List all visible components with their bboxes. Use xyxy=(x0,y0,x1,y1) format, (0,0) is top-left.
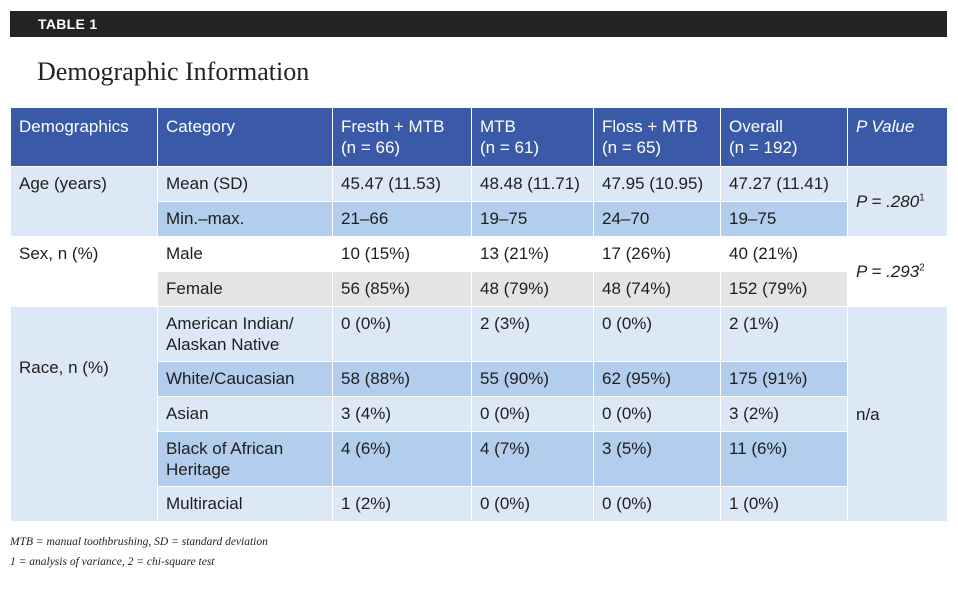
footnote-tests: 1 = analysis of variance, 2 = chi-square… xyxy=(10,556,215,568)
value-cell: 4 (6%) xyxy=(332,431,472,487)
value-cell: 10 (15%) xyxy=(332,236,472,272)
value-cell: 4 (7%) xyxy=(471,431,594,487)
table-row: Female 56 (85%) 48 (79%) 48 (74%) 152 (7… xyxy=(11,271,948,307)
header-cell: Fresth + MTB (n = 66) xyxy=(332,107,472,167)
value-cell: 48 (79%) xyxy=(471,271,594,307)
table-row: Sex, n (%) Male 10 (15%) 13 (21%) 17 (26… xyxy=(10,236,948,307)
value-cell: 175 (91%) xyxy=(720,361,848,397)
value-cell: 62 (95%) xyxy=(593,361,721,397)
value-cell: 1 (2%) xyxy=(332,486,472,522)
value-cell: 55 (90%) xyxy=(471,361,594,397)
pvalue-age: P = .2801 xyxy=(847,166,948,237)
table-row: Min.–max. 21–66 19–75 24–70 19–75 xyxy=(11,201,948,237)
category-cell: American Indian/Alaskan Native xyxy=(157,306,333,362)
category-cell: Min.–max. xyxy=(157,201,333,237)
value-cell: 19–75 xyxy=(720,201,848,237)
value-cell: 152 (79%) xyxy=(720,271,848,307)
value-cell: 56 (85%) xyxy=(332,271,472,307)
demographics-table: Demographics Category Fresth + MTB (n = 6… xyxy=(10,107,948,522)
table-title: Demographic Information xyxy=(37,57,310,86)
value-cell: 0 (0%) xyxy=(593,396,721,432)
header-row: Demographics Category Fresth + MTB (n = 6… xyxy=(10,107,948,167)
value-cell: 48.48 (11.71) xyxy=(471,166,594,202)
header-cell: Demographics xyxy=(10,107,158,167)
table-row: Race, n (%) American Indian/Alaskan Nati… xyxy=(10,306,948,522)
value-cell: 0 (0%) xyxy=(332,306,472,362)
value-cell: 47.27 (11.41) xyxy=(720,166,848,202)
table-row: Asian 3 (4%) 0 (0%) 0 (0%) 3 (2%) xyxy=(11,396,948,432)
table-row: Age (years) Mean (SD) 45.47 (11.53) 48.4… xyxy=(10,166,948,237)
demographic-race: Race, n (%) xyxy=(10,306,158,522)
value-cell: 40 (21%) xyxy=(720,236,848,272)
pvalue-sex: P = .2932 xyxy=(847,236,948,307)
category-cell: Asian xyxy=(157,396,333,432)
value-cell: 1 (0%) xyxy=(720,486,848,522)
value-cell: 0 (0%) xyxy=(593,486,721,522)
category-cell: Multiracial xyxy=(157,486,333,522)
value-cell: 21–66 xyxy=(332,201,472,237)
header-cell: Category xyxy=(157,107,333,167)
value-cell: 3 (5%) xyxy=(593,431,721,487)
value-cell: 24–70 xyxy=(593,201,721,237)
header-cell: Floss + MTB (n = 65) xyxy=(593,107,721,167)
category-cell: White/Caucasian xyxy=(157,361,333,397)
category-cell: Black of African Heritage xyxy=(157,431,333,487)
header-cell: Overall (n = 192) xyxy=(720,107,848,167)
value-cell: 0 (0%) xyxy=(593,306,721,362)
value-cell: 13 (21%) xyxy=(471,236,594,272)
value-cell: 2 (1%) xyxy=(720,306,848,362)
table-row: White/Caucasian 58 (88%) 55 (90%) 62 (95… xyxy=(11,361,948,397)
value-cell: 3 (2%) xyxy=(720,396,848,432)
value-cell: 17 (26%) xyxy=(593,236,721,272)
value-cell: 3 (4%) xyxy=(332,396,472,432)
table-row: Black of African Heritage 4 (6%) 4 (7%) 3… xyxy=(11,431,948,487)
value-cell: 2 (3%) xyxy=(471,306,594,362)
value-cell: 58 (88%) xyxy=(332,361,472,397)
value-cell: 11 (6%) xyxy=(720,431,848,487)
value-cell: 47.95 (10.95) xyxy=(593,166,721,202)
header-cell-pvalue: P Value xyxy=(847,107,948,167)
value-cell: 0 (0%) xyxy=(471,396,594,432)
table-row: Multiracial 1 (2%) 0 (0%) 0 (0%) 1 (0%) xyxy=(11,486,948,522)
demographic-age: Age (years) xyxy=(10,166,158,237)
footnote-abbreviations: MTB = manual toothbrushing, SD = standar… xyxy=(10,536,268,548)
category-cell: Female xyxy=(157,271,333,307)
value-cell: 19–75 xyxy=(471,201,594,237)
value-cell: 48 (74%) xyxy=(593,271,721,307)
header-cell: MTB (n = 61) xyxy=(471,107,594,167)
table-label: TABLE 1 xyxy=(38,16,98,32)
table-label-bar: TABLE 1 xyxy=(10,11,947,37)
category-cell: Mean (SD) xyxy=(157,166,333,202)
value-cell: 45.47 (11.53) xyxy=(332,166,472,202)
demographic-sex: Sex, n (%) xyxy=(10,236,158,307)
value-cell: 0 (0%) xyxy=(471,486,594,522)
pvalue-race: n/a xyxy=(847,306,948,522)
category-cell: Male xyxy=(157,236,333,272)
